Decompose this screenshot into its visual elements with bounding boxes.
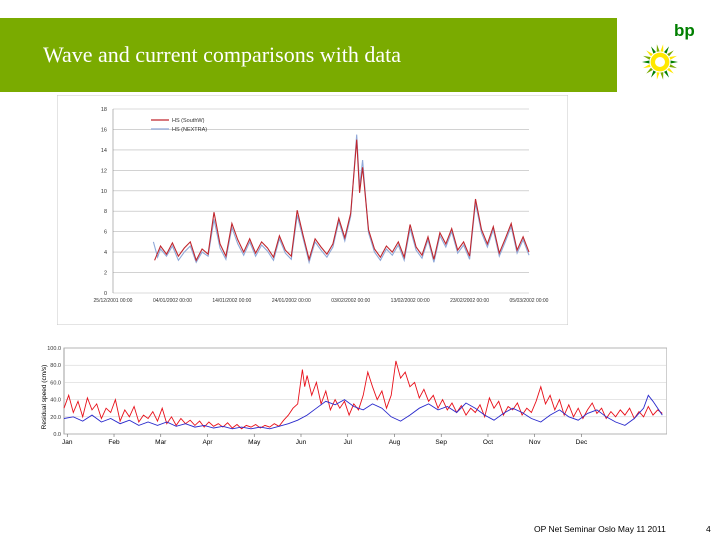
helios-petal <box>663 46 669 55</box>
chart1-y-tick-label: 4 <box>104 250 107 256</box>
chart2-x-tick-label: Jun <box>296 439 307 446</box>
chart2-x-tick-label: Feb <box>108 439 120 446</box>
chart1-legend-label: HS (NEXTRA) <box>172 127 207 133</box>
chart2-x-tick-label: May <box>248 439 261 446</box>
chart2-y-tick-label: 40.0 <box>50 398 61 404</box>
helios-petal <box>646 50 654 57</box>
chart1-x-ticks: 25/12/2001 00:00 04/01/2002 00:00 14/01/20… <box>94 298 549 304</box>
helios-petal <box>656 71 660 80</box>
helios-petal <box>656 44 660 53</box>
helios-petal <box>643 55 652 61</box>
chart1-y-tick-label: 0 <box>104 291 107 297</box>
chart2-x-tick-label: Mar <box>155 439 167 446</box>
chart1-y-tick-label: 2 <box>104 271 107 277</box>
helios-petal <box>663 69 669 78</box>
chart1-y-tick-label: 8 <box>104 209 107 215</box>
chart2-x-tick-label: Sep <box>435 439 447 446</box>
footer-text: OP Net Seminar Oslo May 11 2011 <box>534 524 666 534</box>
helios-petal <box>651 46 657 55</box>
chart1-x-tick-label: 14/01/2002 00:00 <box>212 298 251 304</box>
chart1-x-tick-label: 23/02/2002 00:00 <box>450 298 489 304</box>
chart1-x-tick-label: 04/01/2002 00:00 <box>153 298 192 304</box>
helios-petal <box>660 44 664 53</box>
title-bar <box>0 18 617 92</box>
slide-title: Wave and current comparisons with data <box>43 42 402 67</box>
helios-petals <box>642 44 678 80</box>
chart2-x-tick-label: Dec <box>576 439 588 446</box>
chart1-x-tick-label: 03/02/2002 00:00 <box>331 298 370 304</box>
helios-petal <box>668 55 677 61</box>
chart1-x-tick-label: 24/01/2002 00:00 <box>272 298 311 304</box>
page-number: 4 <box>706 524 711 534</box>
helios-petal <box>642 60 651 64</box>
chart2-series-line <box>63 394 663 430</box>
chart1-legend: HS (SouthW) HS (NEXTRA) <box>151 118 207 133</box>
chart1-y-ticks: 0 2 4 6 8 10 12 14 16 18 <box>101 107 107 297</box>
bp-logo-text: bp <box>674 21 695 40</box>
chart1-grid <box>112 108 529 294</box>
helios-petal <box>646 67 654 74</box>
chart1-series <box>152 134 530 265</box>
chart1-legend-label: HS (SouthW) <box>172 118 205 124</box>
chart2-x-tick-label: Nov <box>529 439 541 446</box>
chart2-x-tick-label: Aug <box>389 439 401 446</box>
chart1-y-tick-label: 18 <box>101 107 107 113</box>
chart1-series-line <box>152 134 530 265</box>
helios-petal <box>666 50 674 57</box>
helios-core <box>655 57 665 67</box>
helios-petal <box>668 63 677 69</box>
helios-petal <box>669 60 678 64</box>
chart2-y-tick-label: 100.0 <box>47 346 61 352</box>
helios-petal <box>666 67 674 74</box>
chart2-x-tick-label: Oct <box>483 439 493 446</box>
chart1-y-tick-label: 12 <box>101 168 107 174</box>
helios-petal <box>660 71 664 80</box>
chart1-y-tick-label: 14 <box>101 148 107 154</box>
chart2-x-tick-label: Apr <box>202 439 213 446</box>
chart1-x-tick-label: 25/12/2001 00:00 <box>94 298 133 304</box>
chart2-y-tick-label: 20.0 <box>50 415 61 421</box>
bp-helios-logo-icon: bp <box>642 21 695 80</box>
chart1-frame <box>57 95 568 325</box>
chart2-y-tick-label: 60.0 <box>50 380 61 386</box>
chart1-y-tick-label: 6 <box>104 230 107 236</box>
helios-petal <box>643 63 652 69</box>
chart1-y-tick-label: 16 <box>101 127 107 133</box>
chart2-x-tick-label: Jan <box>62 439 73 446</box>
chart1-x-tick-label: 05/03/2002 00:00 <box>510 298 549 304</box>
chart2-y-axis-label: Residual speed (cm/s) <box>41 365 48 430</box>
chart1-y-tick-label: 10 <box>101 189 107 195</box>
chart1-series-line <box>154 139 530 262</box>
chart2-series-line <box>63 360 663 430</box>
residual-speed-chart: Residual speed (cm/s) 0.0 20.0 40.0 60.0 80.… <box>37 345 667 453</box>
chart1-x-tick-label: 13/02/2002 00:00 <box>391 298 430 304</box>
chart2-series <box>63 360 663 430</box>
wave-height-chart: 0 2 4 6 8 10 12 14 16 18 25/12/2001 00:00 04/01/20… <box>57 95 568 325</box>
chart2-plot-frame <box>63 347 667 435</box>
chart2-y-tick-label: 80.0 <box>50 363 61 369</box>
chart2-y-tick-label: 0.0 <box>53 432 61 438</box>
helios-petal <box>651 69 657 78</box>
chart2-x-ticks: Jan Feb Mar Apr May Jun Jul Aug Sep Oct Nov Dec <box>62 434 588 446</box>
chart2-x-tick-label: Jul <box>344 439 353 446</box>
chart2-y-ticks: 0.0 20.0 40.0 60.0 80.0 100.0 <box>47 346 61 438</box>
